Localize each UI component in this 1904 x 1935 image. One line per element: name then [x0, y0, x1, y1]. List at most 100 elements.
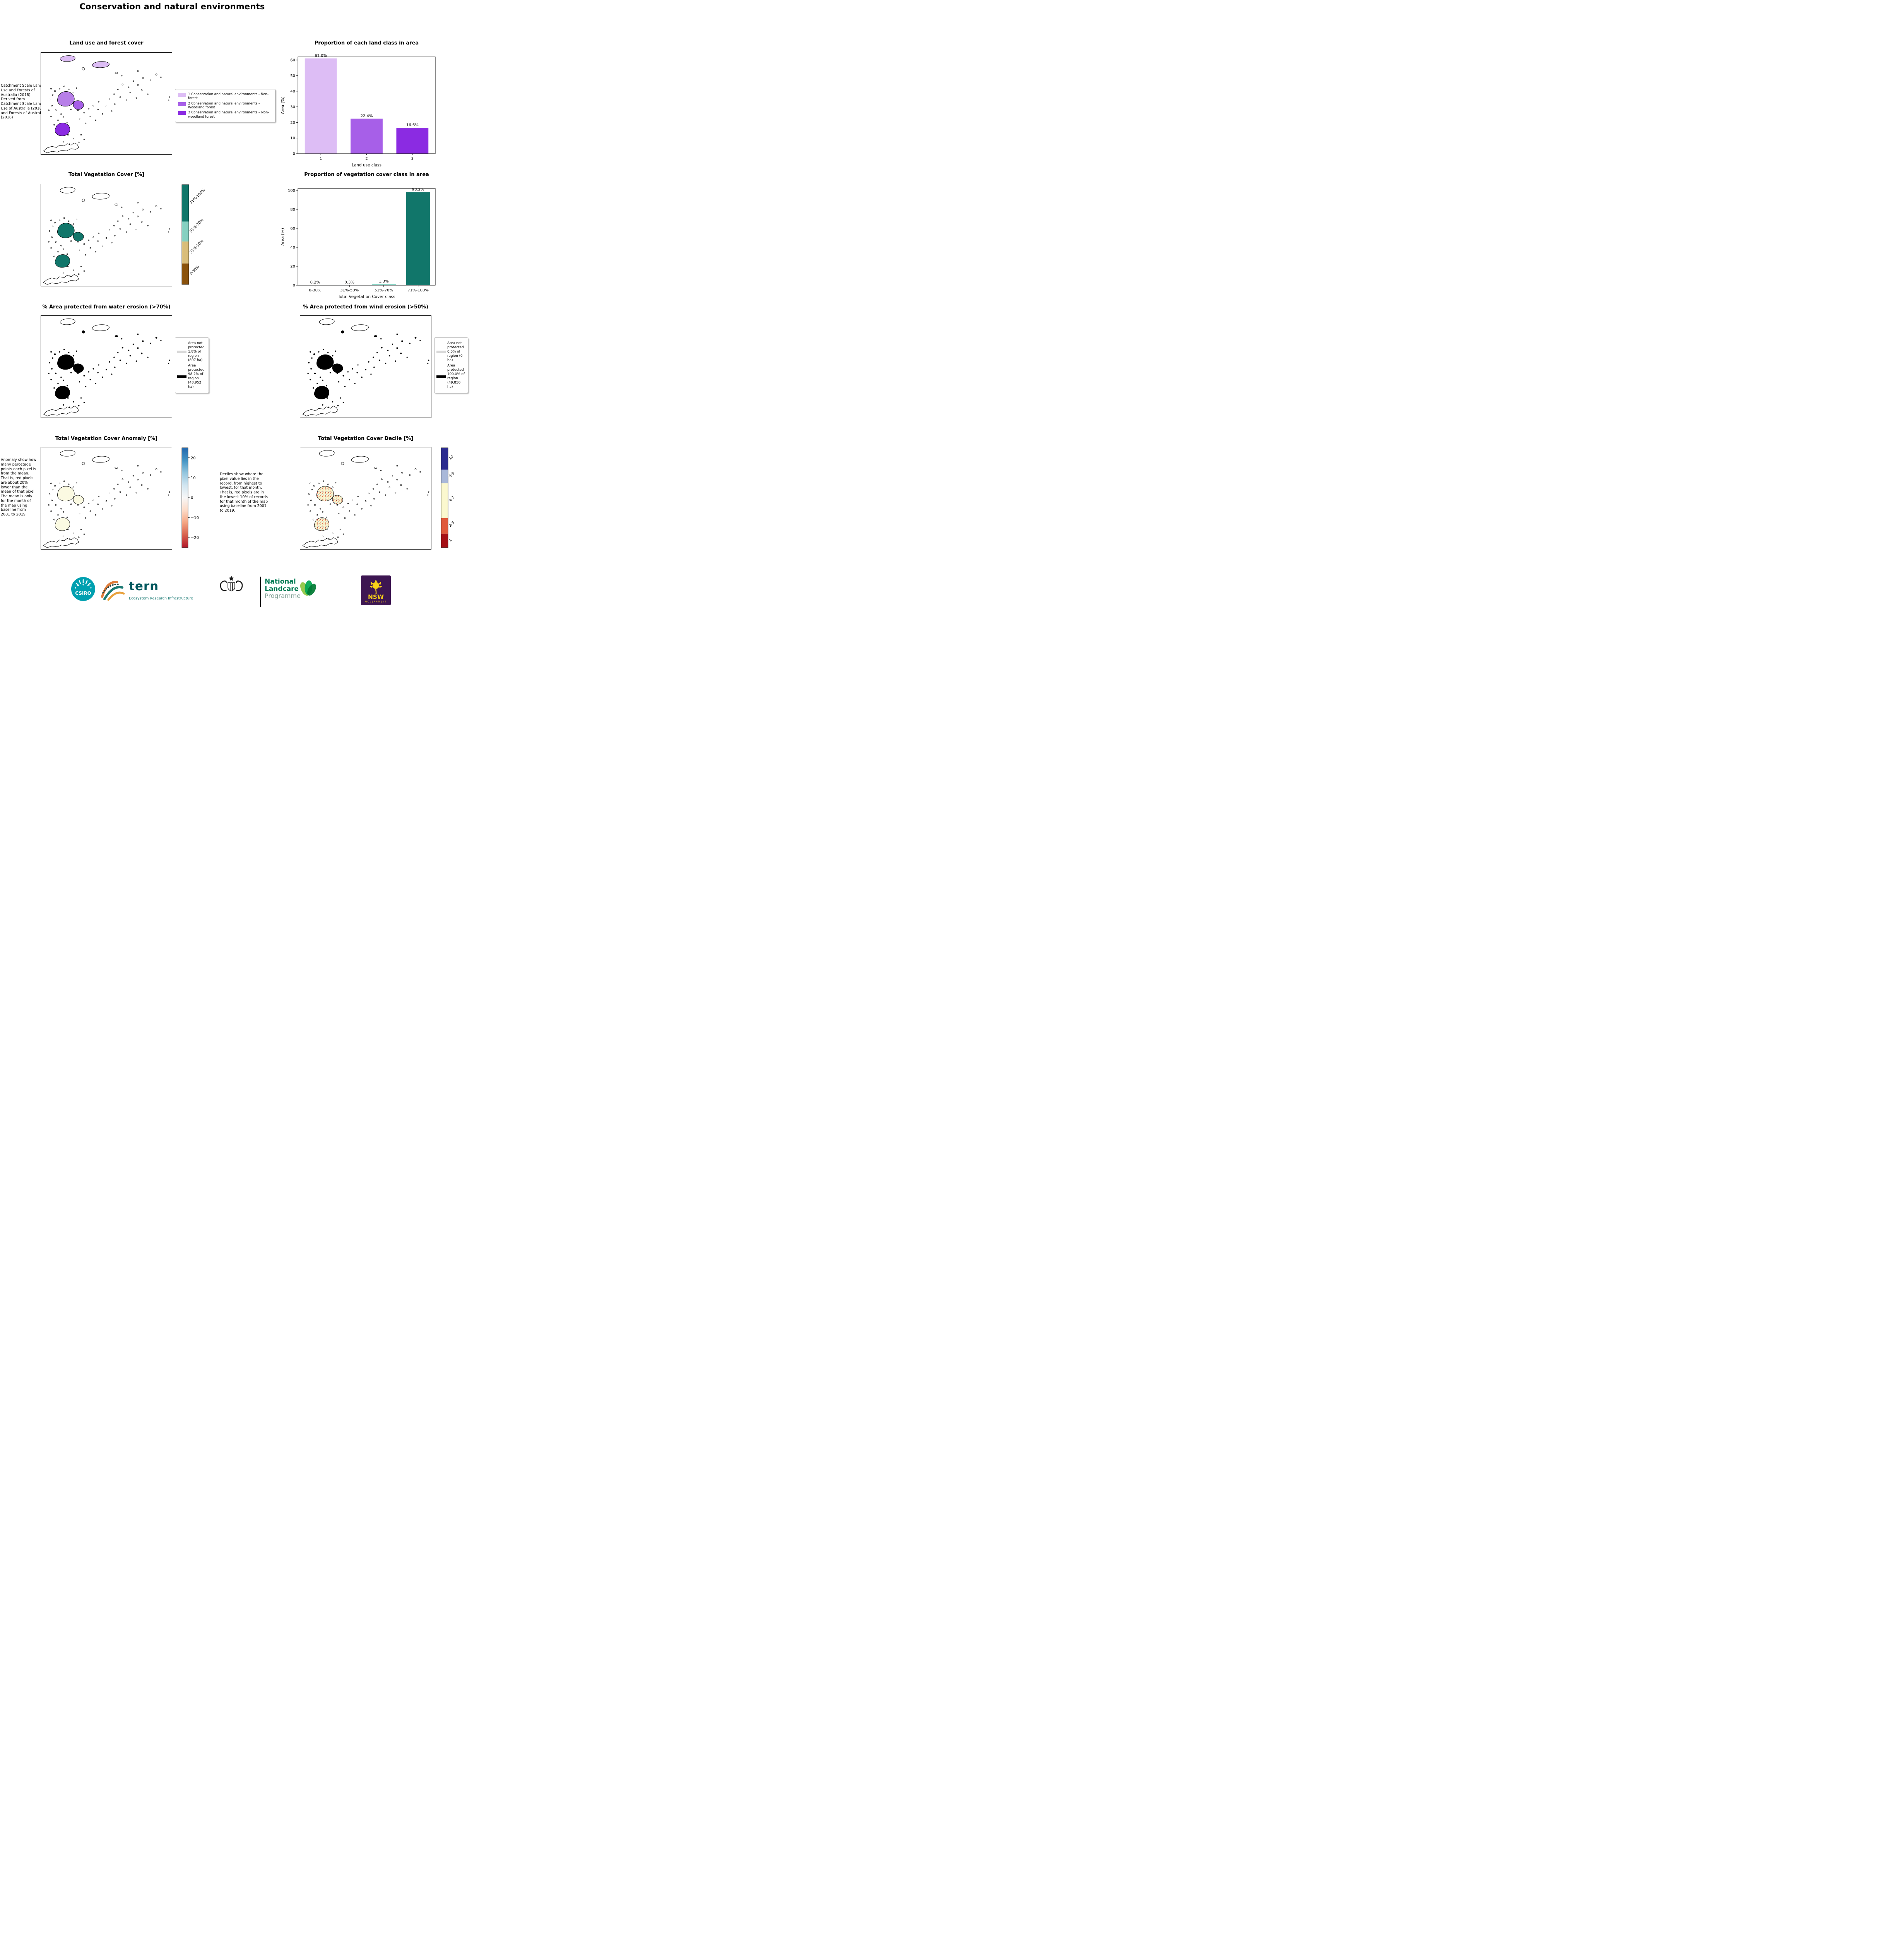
- waratah-icon: [369, 579, 383, 594]
- veg-class-bar-chart: 0 20 40 60 80 100 0.2% 0-30% 0.3% 31%-50% 1.3% 51%-…: [281, 187, 436, 299]
- decile-map-title: Total Vegetation Cover Decile [%]: [318, 436, 413, 442]
- anomaly-region: [73, 495, 84, 505]
- coastline: [43, 537, 79, 548]
- legend-swatch-nonforest: [178, 93, 186, 97]
- island-shape: [60, 450, 75, 457]
- wind-erosion-legend: Area not protected 0.0% of region (0 ha)…: [434, 337, 468, 393]
- svg-text:31%-50%: 31%-50%: [340, 288, 359, 293]
- svg-text:8-9: 8-9: [448, 471, 455, 479]
- island-shape: [60, 55, 75, 62]
- svg-text:61.0%: 61.0%: [315, 54, 327, 58]
- legend-swatch-protected: [436, 375, 446, 378]
- anomaly-map-title: Total Vegetation Cover Anomaly [%]: [55, 436, 158, 442]
- anomaly-region: [55, 517, 70, 531]
- island-shape: [351, 324, 369, 331]
- csiro-wordmark: CSIRO: [75, 591, 91, 596]
- decile-region: [316, 486, 334, 502]
- land-use-map-title: Land use and forest cover: [69, 40, 144, 46]
- svg-text:20: 20: [290, 121, 295, 125]
- svg-text:20: 20: [290, 264, 295, 269]
- island-shape: [60, 319, 75, 325]
- australian-government-crest-icon: [220, 575, 243, 592]
- svg-text:22.4%: 22.4%: [361, 114, 373, 118]
- svg-text:1: 1: [320, 157, 322, 161]
- protected-area-region: [57, 354, 75, 370]
- legend-swatch-not-protected: [436, 351, 446, 353]
- decile-region: [314, 517, 330, 531]
- nsw-government-label: GOVERNMENT: [365, 601, 387, 603]
- legend-swatch-protected: [177, 375, 186, 378]
- veg-cover-region: [57, 223, 75, 238]
- report-page: Conservation and natural environments La…: [0, 0, 476, 618]
- svg-text:60: 60: [290, 226, 295, 231]
- svg-text:0-30%: 0-30%: [189, 265, 200, 276]
- legend-label: Area protected 98.2% of region (48,952 h…: [188, 363, 205, 389]
- legend-swatch-nonwoodland: [178, 111, 186, 115]
- island-shape: [92, 324, 109, 331]
- svg-text:3: 3: [411, 157, 414, 161]
- legend-item: 3 Conservation and natural environments …: [178, 111, 272, 119]
- svg-text:100: 100: [288, 188, 295, 193]
- veg-cover-map: [41, 184, 172, 286]
- protected-area-region: [73, 363, 84, 373]
- island-shape: [351, 456, 369, 463]
- wind-erosion-map-title: % Area protected from wind erosion (>50%…: [303, 304, 428, 310]
- land-use-map: [41, 52, 172, 155]
- legend-label: Area protected 100.0% of region (49,850 …: [447, 363, 465, 389]
- tern-wordmark: tern: [129, 579, 159, 593]
- svg-text:−10: −10: [191, 516, 199, 520]
- protected-area-region: [332, 363, 343, 373]
- legend-label: 3 Conservation and natural environments …: [188, 111, 269, 119]
- svg-text:4-7: 4-7: [448, 495, 455, 503]
- legend-label: Area not protected 1.8% of region (897 h…: [188, 341, 205, 362]
- nsw-government-logo: NSW GOVERNMENT: [361, 575, 391, 605]
- svg-text:71%-100%: 71%-100%: [407, 288, 428, 293]
- svg-text:16.6%: 16.6%: [406, 123, 419, 127]
- svg-text:0: 0: [293, 284, 295, 288]
- anomaly-colorbar: 20 10 0 −10 −20: [181, 447, 199, 548]
- anomaly-region: [57, 486, 75, 502]
- svg-text:20: 20: [191, 456, 196, 460]
- legend-swatch-not-protected: [177, 351, 186, 353]
- protected-area-region: [316, 354, 334, 370]
- legend-swatch-woodland: [178, 102, 186, 106]
- svg-text:Total Vegetation Cover class: Total Vegetation Cover class: [338, 295, 395, 299]
- coastline: [43, 142, 79, 153]
- svg-text:80: 80: [290, 207, 295, 212]
- svg-text:31%-50%: 31%-50%: [189, 239, 204, 254]
- land-class-region: [57, 91, 75, 107]
- csiro-logo: CSIRO: [71, 577, 95, 601]
- page-title: Conservation and natural environments: [79, 2, 265, 11]
- svg-text:10: 10: [191, 476, 196, 480]
- svg-text:71%-100%: 71%-100%: [189, 188, 206, 205]
- land-class-region: [55, 123, 70, 136]
- svg-text:0: 0: [293, 152, 295, 156]
- svg-text:40: 40: [290, 89, 295, 94]
- csiro-starburst-icon: [75, 579, 92, 589]
- svg-text:0-30%: 0-30%: [309, 288, 321, 293]
- coastline: [302, 406, 339, 416]
- legend-label: 2 Conservation and natural environments …: [188, 101, 260, 110]
- legend-item: Area not protected 1.8% of region (897 h…: [177, 341, 207, 363]
- island-shape: [92, 456, 109, 463]
- legend-item: Area not protected 0.0% of region (0 ha): [436, 341, 466, 363]
- svg-text:Area (%): Area (%): [281, 96, 285, 114]
- decile-explanation: Deciles show where the pixel value lies …: [220, 472, 268, 513]
- coastline: [43, 274, 79, 285]
- legend-label: Area not protected 0.0% of region (0 ha): [447, 341, 464, 362]
- legend-item: Area protected 98.2% of region (48,952 h…: [177, 364, 207, 389]
- legend-item: 2 Conservation and natural environments …: [178, 102, 272, 110]
- legend-item: Area protected 100.0% of region (49,850 …: [436, 364, 466, 389]
- logo-divider: [260, 577, 261, 607]
- svg-text:98.2%: 98.2%: [412, 187, 424, 192]
- decile-region: [332, 495, 343, 505]
- protected-area-region: [55, 386, 70, 399]
- coastline: [302, 537, 339, 548]
- island-shape: [92, 61, 109, 68]
- national-landcare-wordmark: National Landcare Programme: [265, 578, 301, 600]
- island-shape: [319, 319, 335, 325]
- svg-text:0.2%: 0.2%: [310, 281, 320, 285]
- svg-text:2: 2: [365, 157, 368, 161]
- svg-text:0: 0: [191, 496, 193, 500]
- water-erosion-legend: Area not protected 1.8% of region (897 h…: [175, 337, 209, 393]
